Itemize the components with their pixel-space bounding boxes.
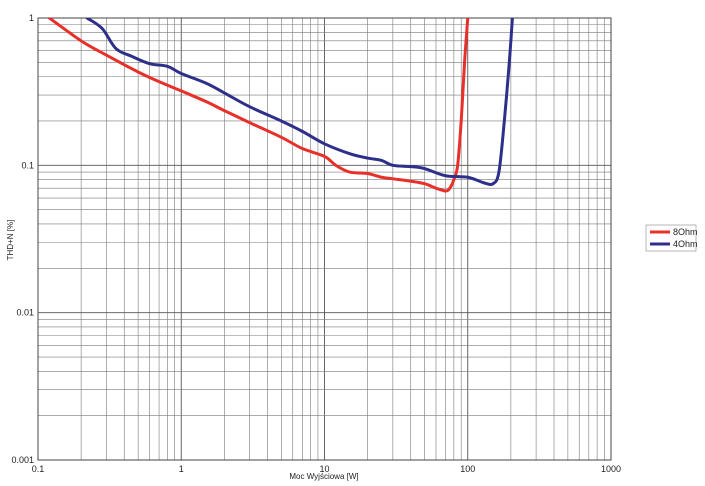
x-tick-label: 1000	[601, 464, 621, 474]
chart-series	[47, 18, 514, 193]
y-tick-label: 0.001	[11, 455, 34, 465]
series-line-8ohm	[47, 18, 470, 193]
legend-box	[645, 224, 697, 252]
x-tick-label: 0.1	[32, 464, 45, 474]
legend-label-4ohm: 4Ohm	[673, 239, 698, 249]
y-tick-label: 0.01	[16, 308, 34, 318]
axis-tick-labels: 0.1 1 10 100 1000 1 0.1 0.01 0.001	[11, 13, 621, 474]
y-axis-title: THD+N [%]	[6, 220, 15, 261]
y-tick-label: 0.1	[21, 160, 34, 170]
plot-frame	[37, 17, 612, 461]
x-axis-title: Moc Wyjściowa [W]	[289, 472, 358, 481]
legend-label-8ohm: 8Ohm	[673, 227, 698, 237]
x-tick-label: 100	[460, 464, 475, 474]
x-tick-label: 1	[179, 464, 184, 474]
chart-grid	[37, 17, 612, 461]
y-tick-label: 1	[29, 13, 34, 23]
series-line-4ohm	[85, 18, 514, 187]
x-tick-label: 10	[319, 464, 329, 474]
legend: 8Ohm 4Ohm	[645, 224, 698, 252]
